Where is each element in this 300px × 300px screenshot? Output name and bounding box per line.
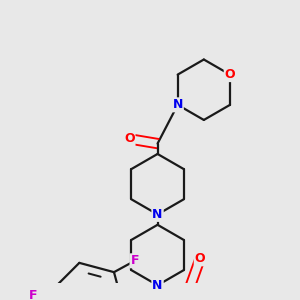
Text: O: O bbox=[225, 68, 235, 81]
Text: O: O bbox=[124, 132, 134, 145]
Text: F: F bbox=[29, 289, 38, 300]
Text: N: N bbox=[152, 279, 163, 292]
Text: O: O bbox=[195, 252, 206, 265]
Text: N: N bbox=[172, 98, 183, 111]
Text: N: N bbox=[152, 208, 163, 221]
Text: F: F bbox=[130, 254, 139, 267]
